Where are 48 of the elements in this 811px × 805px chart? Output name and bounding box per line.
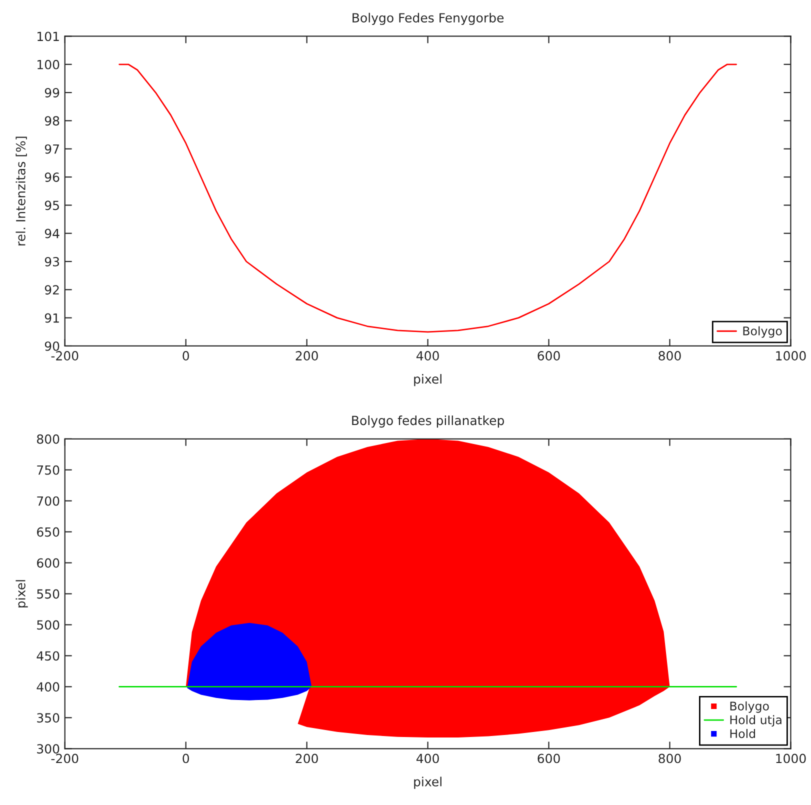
y-tick-label: 90 [44,341,60,351]
line-series [118,64,737,333]
y-tick-label: 94 [44,228,60,238]
y-tick-label: 550 [37,589,60,599]
y-tick-label: 99 [44,88,60,98]
chart-title: Bolygo fedes pillanatkep [352,416,504,428]
y-tick-label: 97 [44,144,59,154]
y-tick-label: 500 [37,620,60,630]
y-tick-label: 750 [37,465,60,475]
y-tick-label: 650 [37,527,60,537]
y-axis-title: pixel [16,580,28,608]
x-tick-label: 800 [658,351,681,361]
y-tick-label: 600 [37,558,60,568]
y-tick-label: 450 [36,651,60,661]
x-tick-label: 200 [296,351,318,361]
x-tick-label: -200 [51,754,78,764]
y-tick-label: 100 [38,60,60,70]
y-tick-label: 96 [44,172,60,182]
y-tick-label: 91 [44,313,59,323]
x-tick-label: 800 [658,754,681,764]
x-tick-label: 600 [538,754,560,764]
legend-label: Hold utja [730,715,782,727]
legend-label: Bolygo [743,326,782,338]
x-tick-label: 0 [182,351,189,361]
y-axis-title: rel. Intenzitas [%] [16,136,27,246]
y-tick-label: 98 [44,116,60,126]
legend-label: Hold [730,728,756,738]
chart-title: Bolygo Fedes Fenygorbe [352,12,504,25]
y-tick-label: 800 [37,434,60,444]
x-axis-title: pixel [414,776,442,789]
x-tick-label: 1000 [776,351,806,361]
y-tick-label: 400 [36,682,60,692]
y-tick-label: 95 [44,200,59,210]
x-tick-label: 200 [296,754,318,764]
x-tick-label: -200 [51,351,78,361]
y-tick-label: 700 [37,496,60,506]
x-tick-label: 600 [538,351,560,361]
x-tick-label: 400 [416,351,439,361]
x-tick-label: 400 [416,754,439,764]
y-tick-label: 92 [44,285,59,295]
legend-label: Bolygo [730,701,769,713]
y-tick-label: 300 [37,744,60,754]
y-tick-label: 350 [37,713,60,723]
x-axis-title: pixel [414,374,442,386]
x-tick-label: 1000 [776,754,806,764]
y-tick-label: 101 [38,32,59,42]
x-tick-label: 0 [182,754,189,764]
y-tick-label: 93 [44,256,60,266]
